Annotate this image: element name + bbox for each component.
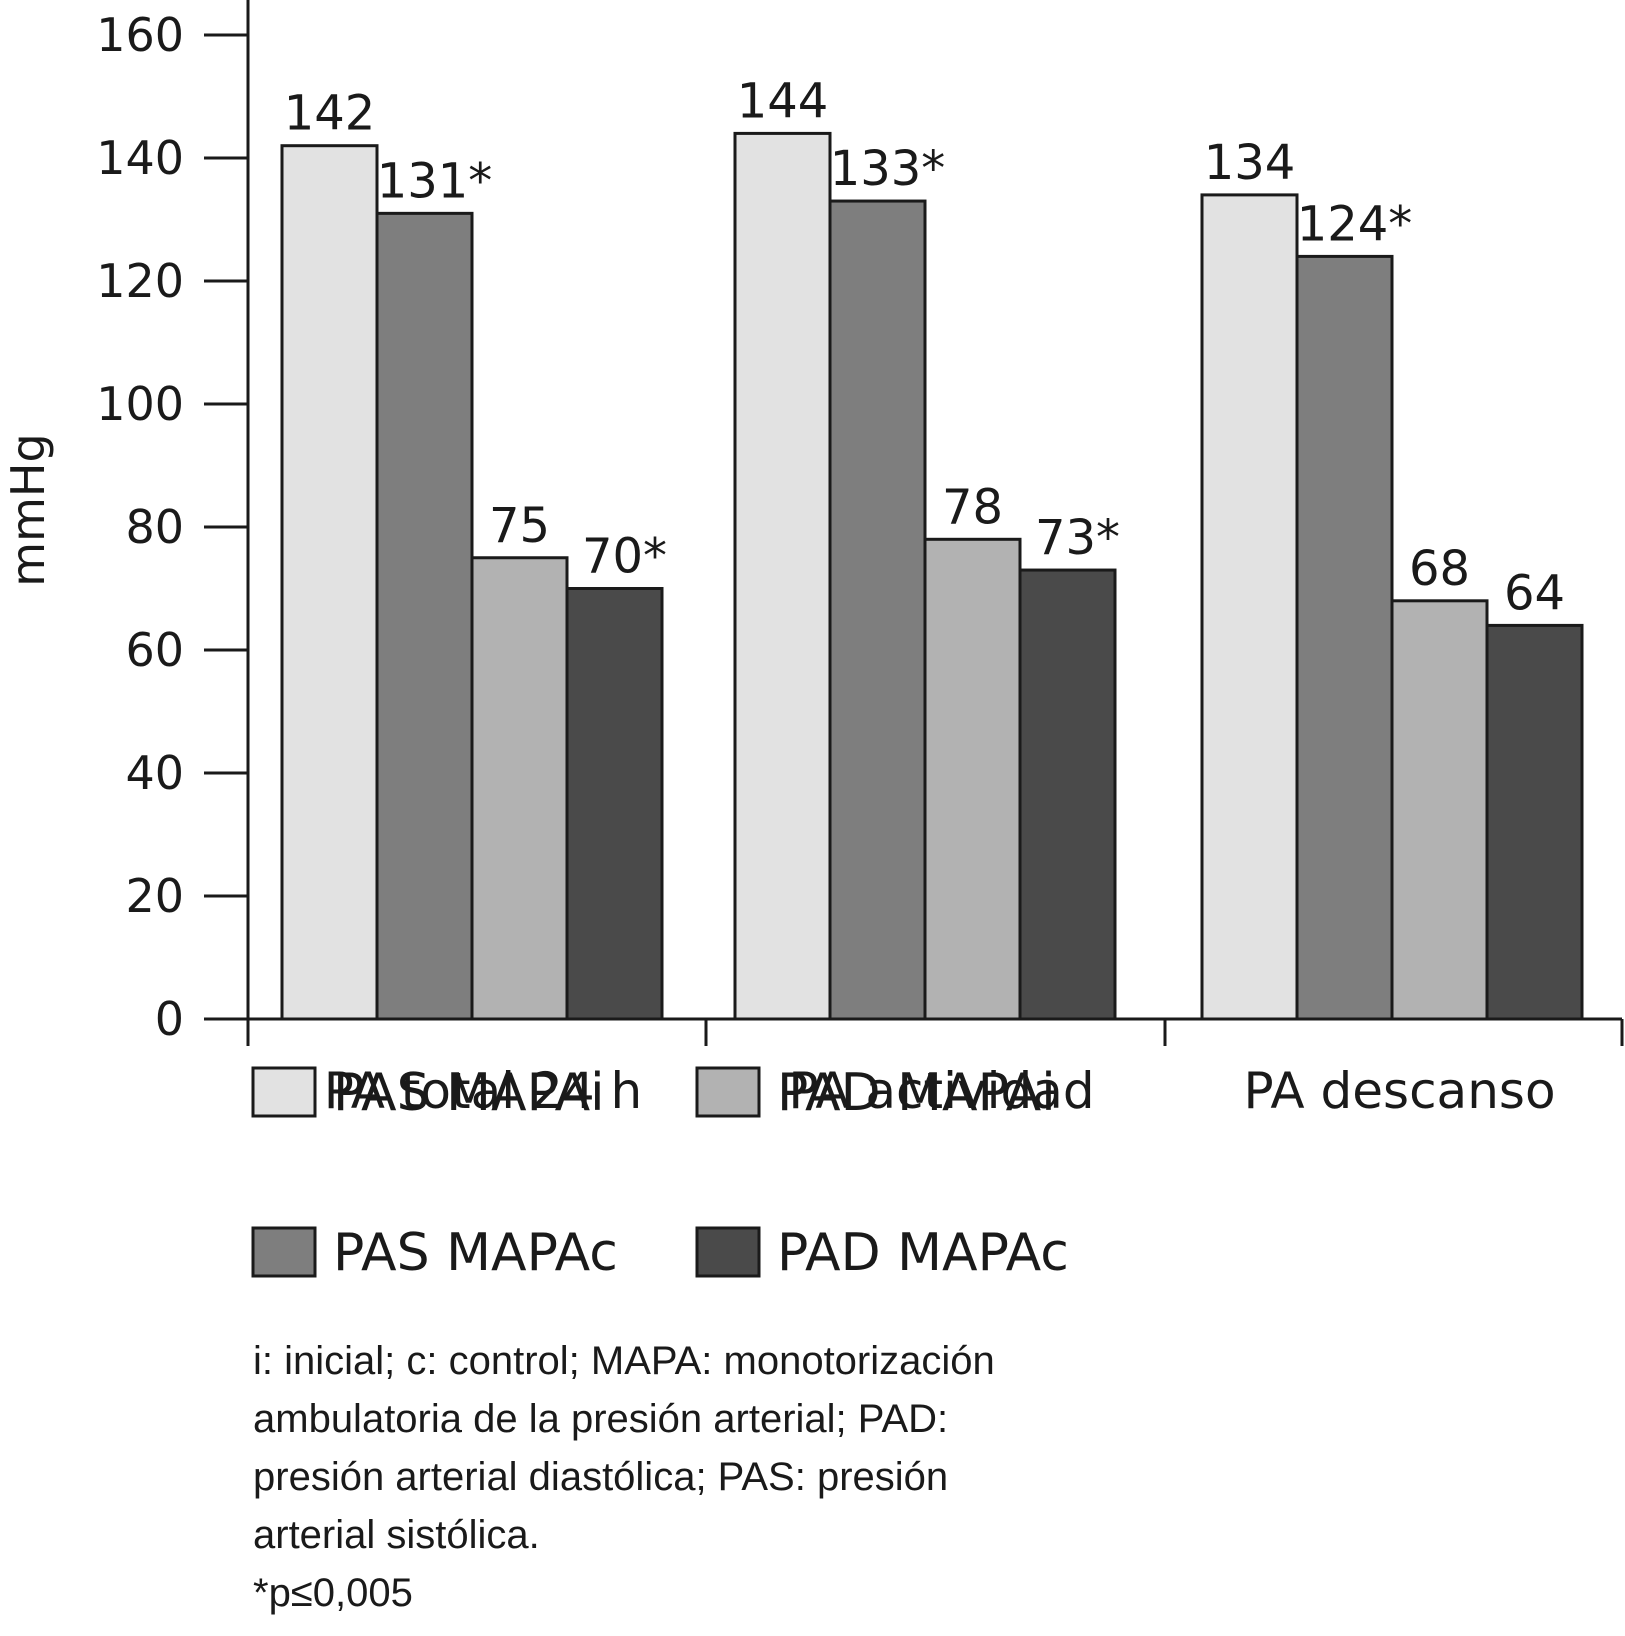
footnote-line: arterial sistólica. xyxy=(253,1513,540,1557)
y-tick-label: 160 xyxy=(96,8,184,62)
bar xyxy=(375,211,474,1021)
bar-value-label: 134 xyxy=(1204,135,1296,191)
y-tick-label: 120 xyxy=(96,254,184,308)
bar-value-label: 144 xyxy=(737,73,829,129)
y-tick-label: 140 xyxy=(96,131,184,185)
bar xyxy=(1295,254,1394,1021)
y-tick-label: 0 xyxy=(155,992,184,1046)
bar-value-label: 142 xyxy=(284,86,376,142)
legend-swatch xyxy=(251,1066,317,1118)
y-tick-label: 100 xyxy=(96,377,184,431)
bar xyxy=(923,537,1022,1021)
bar xyxy=(470,556,569,1021)
legend-label: PAS MAPAc xyxy=(333,1223,618,1283)
legend-label: PAS MAPAi xyxy=(333,1063,605,1123)
y-tick-label: 40 xyxy=(125,746,184,800)
x-category-label: PA total 24 h xyxy=(324,1062,642,1120)
y-tick-label: 20 xyxy=(125,869,184,923)
y-tick-label: 80 xyxy=(125,500,184,554)
y-axis-title: mmHg xyxy=(1,433,55,586)
bar xyxy=(1390,599,1489,1021)
bar xyxy=(828,199,927,1021)
bar-value-label: 78 xyxy=(942,479,1003,535)
bars xyxy=(280,131,1584,1021)
bar xyxy=(1485,623,1584,1021)
bar-value-label: 133* xyxy=(830,141,946,197)
bar-value-label: 131* xyxy=(377,153,493,209)
footnote-line: i: inicial; c: control; MAPA: monotoriza… xyxy=(253,1339,995,1383)
legend-label: PAD MAPAi xyxy=(777,1063,1056,1123)
bar-value-label: 70* xyxy=(582,529,667,585)
legend: PAS MAPAi PAS MAPAc PAD MAPAi PAD MAPAc xyxy=(251,1063,1069,1283)
footnote-line: presión arterial diastólica; PAS: presió… xyxy=(253,1455,949,1499)
y-tick-label: 60 xyxy=(125,623,184,677)
bar xyxy=(733,131,832,1021)
bar xyxy=(565,587,664,1021)
footnote-line: ambulatoria de la presión arterial; PAD: xyxy=(253,1397,949,1441)
legend-swatch xyxy=(695,1066,761,1118)
bar-value-label: 75 xyxy=(489,498,550,554)
bar xyxy=(1018,568,1117,1021)
legend-swatch xyxy=(251,1226,317,1278)
bar-value-label: 64 xyxy=(1504,565,1565,621)
footnote: i: inicial; c: control; MAPA: monotoriza… xyxy=(253,1332,1213,1622)
bar-value-label: 124* xyxy=(1297,196,1413,252)
legend-label: PAD MAPAc xyxy=(777,1223,1069,1283)
footnote-line: *p≤0,005 xyxy=(253,1571,413,1615)
bar-value-label: 73* xyxy=(1035,510,1120,566)
bar-value-label: 68 xyxy=(1409,541,1470,597)
bar xyxy=(1200,193,1299,1021)
legend-swatch xyxy=(695,1226,761,1278)
x-category-label: PA descanso xyxy=(1243,1062,1555,1120)
x-category-label: PA actividad xyxy=(788,1062,1094,1120)
bar xyxy=(280,144,379,1021)
